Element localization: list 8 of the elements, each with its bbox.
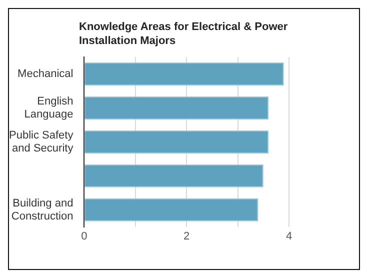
x-tick-label: 0 (81, 230, 88, 242)
y-tick-label: Public Safety and Security (9, 129, 74, 155)
y-tick-label: Mechanical (18, 68, 74, 80)
x-tick-label: 4 (286, 230, 292, 242)
y-tick-label: Building and Construction (11, 197, 74, 222)
y-tick-label: English Language (24, 95, 74, 121)
x-tick-label: 2 (184, 230, 190, 242)
chart-title: Knowledge Areas for Electrical & Power Installation Majors (79, 20, 289, 48)
